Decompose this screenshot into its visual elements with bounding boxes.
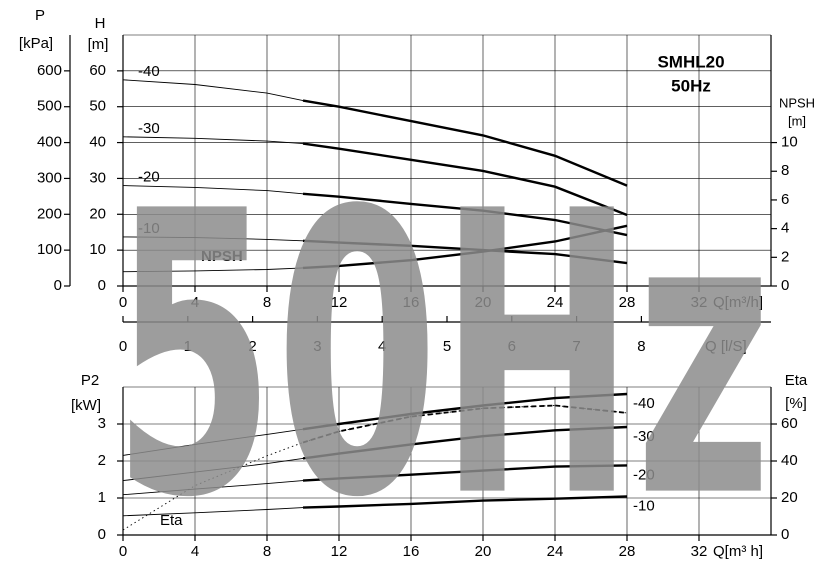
p-axis-title: P	[35, 7, 45, 24]
x-tick-label: 20	[475, 543, 492, 560]
series-label: -40	[633, 395, 655, 412]
x-tick-label: 20	[475, 294, 492, 311]
watermark: 50Hz	[112, 129, 772, 581]
p-tick-label: 0	[54, 277, 62, 294]
npsh-axis-title: NPSH	[779, 95, 815, 110]
p-tick-label: 600	[37, 62, 62, 79]
curve-operating	[302, 464, 628, 482]
x-tick-label: 28	[619, 543, 636, 560]
y2-tick-label: 0	[781, 277, 789, 294]
series-label: Eta	[160, 512, 183, 529]
y2-tick-label: 0	[781, 526, 789, 543]
chart-title: SMHL20	[657, 52, 724, 71]
curve-operating	[302, 192, 628, 237]
x-tick-label: 4	[191, 543, 199, 560]
p-tick-label: 100	[37, 241, 62, 258]
p-tick-label: 400	[37, 134, 62, 151]
x-tick-label: 12	[331, 543, 348, 560]
x-tick-label: 8	[263, 543, 271, 560]
x2-tick-label: 2	[248, 338, 256, 355]
p-tick-label: 500	[37, 98, 62, 115]
x-tick-label: 8	[263, 294, 271, 311]
y-tick-label: 0	[98, 526, 106, 543]
x2-tick-label: 1	[184, 338, 192, 355]
x-tick-label: 4	[191, 294, 199, 311]
curve-operating	[302, 239, 628, 265]
y2-tick-label: 20	[781, 489, 798, 506]
curve-operating	[302, 425, 628, 460]
chart-subtitle: 50Hz	[671, 76, 711, 95]
y2-tick-label: 6	[781, 191, 789, 208]
y-tick-label: 60	[89, 62, 106, 79]
npsh-axis-unit: [m]	[788, 113, 806, 128]
y-tick-label: 2	[98, 452, 106, 469]
x-tick-label: 0	[119, 294, 127, 311]
x2-tick-label: 0	[119, 338, 127, 355]
x-tick-label: 24	[547, 294, 564, 311]
x-tick-label: 32	[691, 294, 708, 311]
p-tick-label: 200	[37, 205, 62, 222]
p-axis-unit: [kPa]	[19, 35, 53, 52]
x2-tick-label: 8	[637, 338, 645, 355]
series-label: -40	[138, 63, 160, 80]
h-axis-title: H	[95, 15, 106, 32]
curve-operating	[302, 404, 628, 444]
series-label: -20	[138, 169, 160, 186]
curve-operating	[302, 392, 628, 431]
x2-tick-label: 6	[508, 338, 516, 355]
x-tick-label: 24	[547, 543, 564, 560]
y-tick-label: 1	[98, 489, 106, 506]
p2-axis-title: P2	[81, 372, 99, 389]
series-label: -10	[633, 497, 655, 514]
series-label: -10	[138, 220, 160, 237]
y-tick-label: 40	[89, 134, 106, 151]
eta-axis-title: Eta	[785, 372, 808, 389]
eta-axis-unit: [%]	[785, 395, 807, 412]
curve-operating	[302, 99, 628, 187]
x-axis-title: Q[m³ h]	[713, 543, 763, 560]
y2-tick-label: 10	[781, 134, 798, 151]
y-tick-label: 30	[89, 169, 106, 186]
y2-tick-label: 40	[781, 452, 798, 469]
y-tick-label: 50	[89, 98, 106, 115]
series-label: -30	[633, 428, 655, 445]
h-axis-unit: [m]	[88, 36, 109, 53]
series-label: -20	[633, 466, 655, 483]
x-axis-title: Q[m³/h]	[713, 294, 763, 311]
curve-operating	[302, 495, 628, 509]
y2-tick-label: 8	[781, 162, 789, 179]
x-tick-label: 28	[619, 294, 636, 311]
y2-tick-label: 2	[781, 248, 789, 265]
x-tick-label: 0	[119, 543, 127, 560]
y2-tick-label: 4	[781, 220, 789, 237]
x2-tick-label: 3	[313, 338, 321, 355]
y-tick-label: 10	[89, 241, 106, 258]
curve-operating	[302, 224, 628, 270]
curve-operating	[302, 142, 628, 217]
p2-axis-unit: [kW]	[71, 397, 101, 414]
series-label: -30	[138, 120, 160, 137]
curve	[122, 405, 628, 531]
p-tick-label: 300	[37, 169, 62, 186]
x-tick-label: 12	[331, 294, 348, 311]
x-tick-label: 16	[403, 543, 420, 560]
x-tick-label: 16	[403, 294, 420, 311]
x2-tick-label: 5	[443, 338, 451, 355]
series-label: NPSH	[201, 248, 243, 265]
x2-tick-label: 7	[572, 338, 580, 355]
y-tick-label: 3	[98, 415, 106, 432]
x2-tick-label: 4	[378, 338, 386, 355]
x2-axis-title: Q [l/S]	[705, 338, 747, 355]
y-tick-label: 20	[89, 205, 106, 222]
x-tick-label: 32	[691, 543, 708, 560]
y-tick-label: 0	[98, 277, 106, 294]
y2-tick-label: 60	[781, 415, 798, 432]
